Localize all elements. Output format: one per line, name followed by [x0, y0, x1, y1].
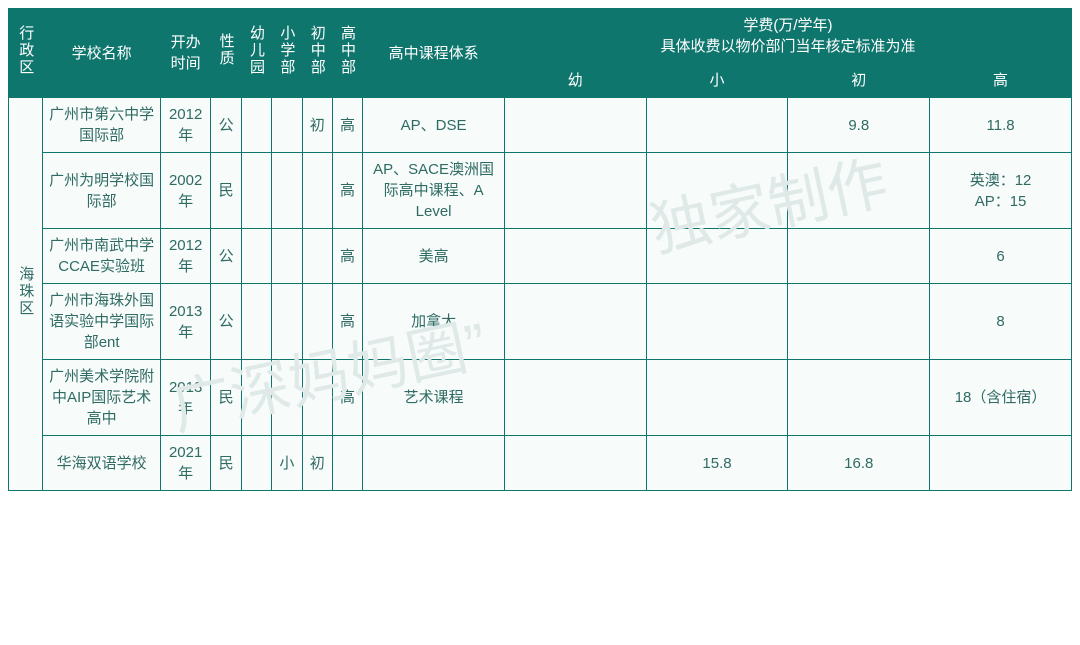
- fee-primary: [646, 284, 788, 360]
- fee-senior: 英澳：12 AP：15: [930, 153, 1072, 229]
- column-header: 幼: [504, 64, 646, 98]
- fee-senior: [930, 436, 1072, 491]
- fee-junior: 16.8: [788, 436, 930, 491]
- has-junior: 初: [302, 98, 332, 153]
- fee-senior: 6: [930, 229, 1072, 284]
- fee-senior: 8: [930, 284, 1072, 360]
- fee-primary: 15.8: [646, 436, 788, 491]
- has-primary: [272, 98, 302, 153]
- nature: 公: [211, 229, 241, 284]
- founded-year: 2012年: [160, 229, 211, 284]
- has-senior: [332, 436, 362, 491]
- fee-primary: [646, 229, 788, 284]
- fee-junior: [788, 360, 930, 436]
- fee-senior: 11.8: [930, 98, 1072, 153]
- school-name: 广州为明学校国际部: [43, 153, 160, 229]
- founded-year: 2013年: [160, 360, 211, 436]
- column-header: 初: [788, 64, 930, 98]
- fee-kindergarten: [504, 153, 646, 229]
- curriculum: 艺术课程: [363, 360, 505, 436]
- fee-kindergarten: [504, 436, 646, 491]
- school-name: 广州市第六中学国际部: [43, 98, 160, 153]
- founded-year: 2012年: [160, 98, 211, 153]
- has-senior: 高: [332, 229, 362, 284]
- table-row: 华海双语学校2021年民小初 15.816.8: [9, 436, 1072, 491]
- fee-junior: [788, 153, 930, 229]
- column-header: 小: [646, 64, 788, 98]
- founded-year: 2021年: [160, 436, 211, 491]
- column-header: 学校名称: [43, 9, 160, 98]
- has-junior: 初: [302, 436, 332, 491]
- school-name: 广州美术学院附中AIP国际艺术高中: [43, 360, 160, 436]
- has-kindergarten: [241, 360, 271, 436]
- has-kindergarten: [241, 153, 271, 229]
- has-primary: 小: [272, 436, 302, 491]
- has-primary: [272, 360, 302, 436]
- fee-kindergarten: [504, 284, 646, 360]
- has-kindergarten: [241, 98, 271, 153]
- fee-junior: 9.8: [788, 98, 930, 153]
- curriculum: AP、SACE澳洲国际高中课程、A Level: [363, 153, 505, 229]
- fee-primary: [646, 360, 788, 436]
- table-row: 海珠区广州市第六中学国际部2012年公初高AP、DSE9.811.8: [9, 98, 1072, 153]
- table-wrap: “ 广深妈妈圈” 独家制作 行政区学校名称开办时间性质幼儿园小学部初中部高中部高…: [8, 8, 1072, 491]
- fee-kindergarten: [504, 98, 646, 153]
- table-row: 广州为明学校国际部2002年民 高AP、SACE澳洲国际高中课程、A Level 英…: [9, 153, 1072, 229]
- has-kindergarten: [241, 229, 271, 284]
- district-cell: 海珠区: [9, 98, 43, 491]
- fee-kindergarten: [504, 229, 646, 284]
- founded-year: 2013年: [160, 284, 211, 360]
- nature: 民: [211, 153, 241, 229]
- has-primary: [272, 284, 302, 360]
- nature: 民: [211, 360, 241, 436]
- column-header: 开办时间: [160, 9, 211, 98]
- nature: 公: [211, 98, 241, 153]
- has-kindergarten: [241, 436, 271, 491]
- fee-junior: [788, 229, 930, 284]
- column-header: 高: [930, 64, 1072, 98]
- column-header: 性质: [211, 9, 241, 98]
- table-row: 广州美术学院附中AIP国际艺术高中2013年民 高艺术课程 18（含住宿）: [9, 360, 1072, 436]
- has-primary: [272, 153, 302, 229]
- column-header: 高中部: [332, 9, 362, 98]
- nature: 民: [211, 436, 241, 491]
- column-header: 初中部: [302, 9, 332, 98]
- curriculum: 加拿大: [363, 284, 505, 360]
- table-row: 广州市南武中学CCAE实验班2012年公 高美高 6: [9, 229, 1072, 284]
- curriculum: AP、DSE: [363, 98, 505, 153]
- has-senior: 高: [332, 360, 362, 436]
- table-row: 广州市海珠外国语实验中学国际部ent2013年公 高加拿大 8: [9, 284, 1072, 360]
- has-kindergarten: [241, 284, 271, 360]
- has-senior: 高: [332, 98, 362, 153]
- has-senior: 高: [332, 153, 362, 229]
- schools-table: 行政区学校名称开办时间性质幼儿园小学部初中部高中部高中课程体系学费(万/学年)具…: [8, 8, 1072, 491]
- column-header: 行政区: [9, 9, 43, 98]
- curriculum: 美高: [363, 229, 505, 284]
- has-primary: [272, 229, 302, 284]
- column-header: 高中课程体系: [363, 9, 505, 98]
- has-junior: [302, 360, 332, 436]
- fee-primary: [646, 153, 788, 229]
- has-junior: [302, 284, 332, 360]
- nature: 公: [211, 284, 241, 360]
- fee-senior: 18（含住宿）: [930, 360, 1072, 436]
- fee-primary: [646, 98, 788, 153]
- school-name: 广州市海珠外国语实验中学国际部ent: [43, 284, 160, 360]
- column-header: 小学部: [272, 9, 302, 98]
- has-junior: [302, 153, 332, 229]
- founded-year: 2002年: [160, 153, 211, 229]
- column-header: 学费(万/学年)具体收费以物价部门当年核定标准为准: [504, 9, 1071, 64]
- column-header: 幼儿园: [241, 9, 271, 98]
- school-name: 广州市南武中学CCAE实验班: [43, 229, 160, 284]
- curriculum: [363, 436, 505, 491]
- has-senior: 高: [332, 284, 362, 360]
- has-junior: [302, 229, 332, 284]
- fee-junior: [788, 284, 930, 360]
- fee-kindergarten: [504, 360, 646, 436]
- school-name: 华海双语学校: [43, 436, 160, 491]
